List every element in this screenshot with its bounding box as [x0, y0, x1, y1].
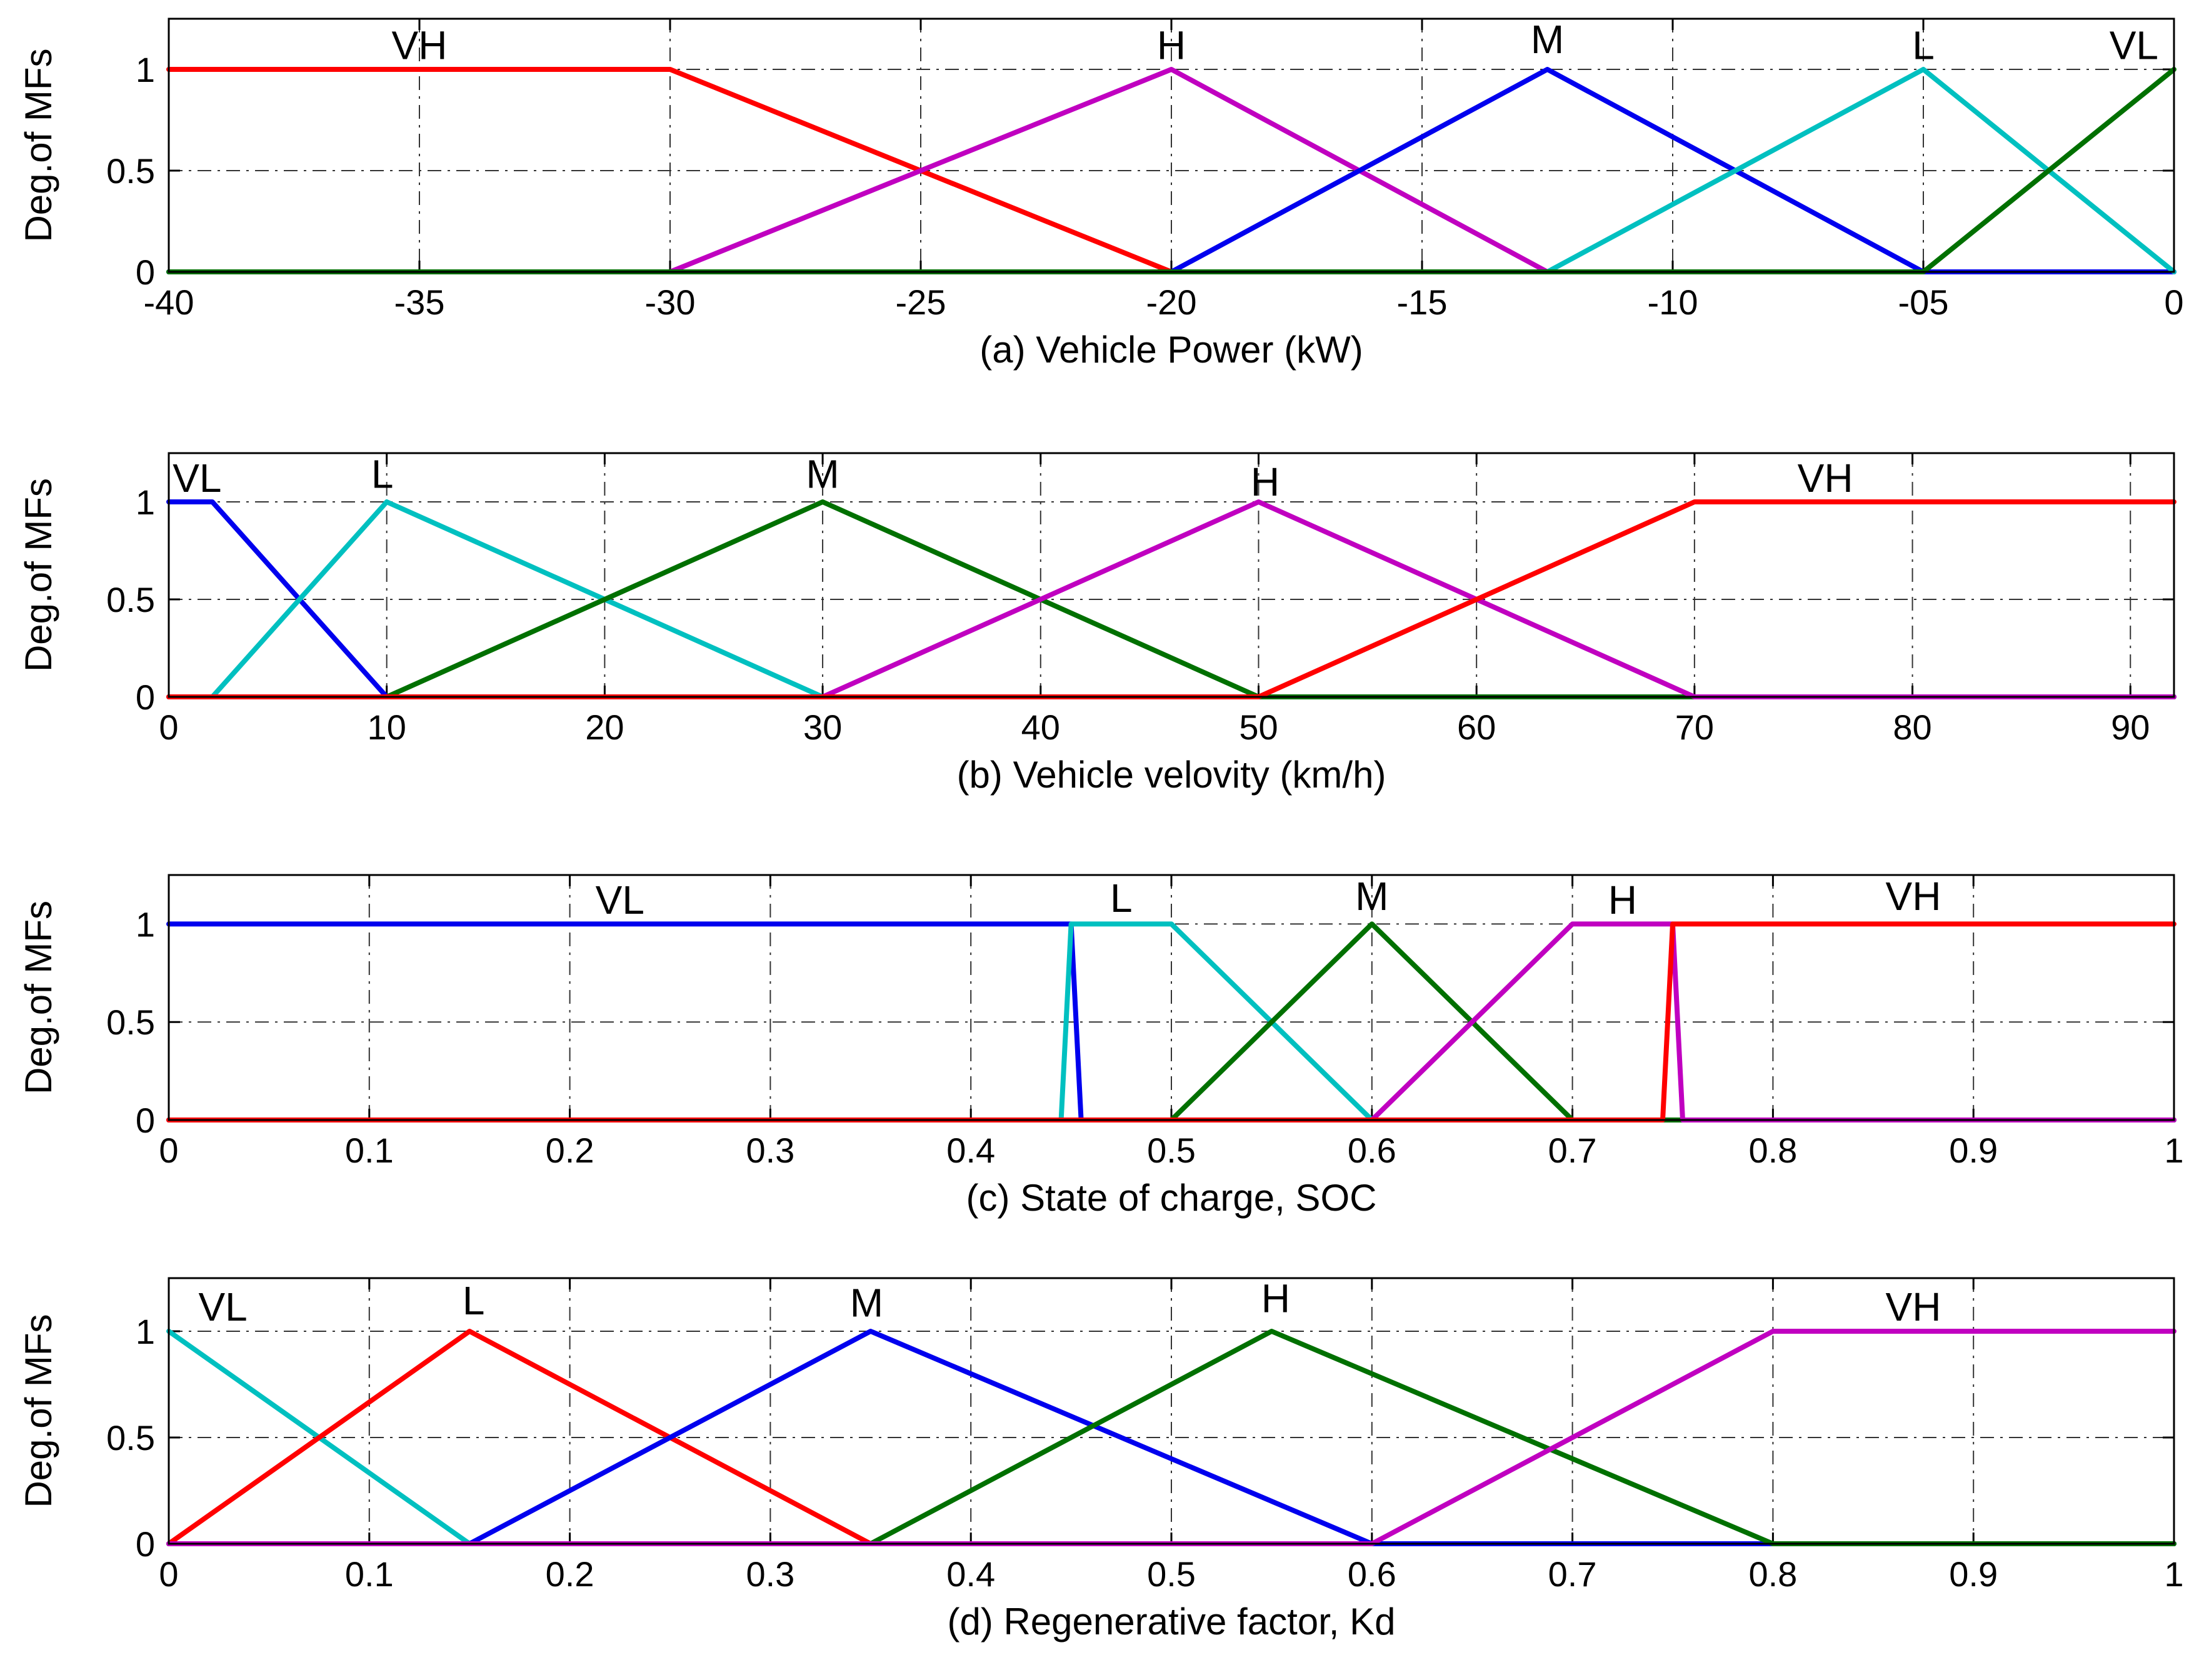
y-tick-label: 1 — [136, 50, 155, 89]
x-tick-label: 0.7 — [1548, 1554, 1597, 1594]
x-tick-label: 0.5 — [1147, 1554, 1196, 1594]
y-axis-title: Deg.of MFs — [18, 48, 59, 242]
y-tick-label: 0.5 — [106, 151, 155, 191]
x-axis-title: (d) Regenerative factor, Kd — [947, 1601, 1395, 1642]
x-tick-label: 1 — [2164, 1554, 2183, 1594]
x-tick-label: 0.4 — [946, 1554, 995, 1594]
x-tick-label: 0.3 — [746, 1554, 794, 1594]
x-tick-label: 0.6 — [1348, 1554, 1396, 1594]
x-tick-label: -15 — [1397, 282, 1448, 322]
y-tick-label: 0 — [136, 1101, 155, 1140]
y-tick-label: 1 — [136, 482, 155, 522]
y-tick-label: 0.5 — [106, 1418, 155, 1458]
x-tick-label: -05 — [1898, 282, 1949, 322]
x-tick-label: 0 — [159, 1554, 178, 1594]
y-axis-title: Deg.of MFs — [18, 901, 59, 1094]
x-tick-label: 0 — [159, 708, 178, 747]
mf-label-vh: VH — [1886, 1284, 1941, 1329]
y-tick-label: 1 — [136, 1312, 155, 1351]
mf-label-l: L — [1912, 23, 1935, 68]
mf-label-l: L — [371, 452, 394, 497]
mf-label-h: H — [1157, 23, 1186, 68]
x-tick-label: 40 — [1021, 708, 1060, 747]
mf-label-m: M — [1355, 874, 1388, 919]
x-tick-label: 60 — [1457, 708, 1496, 747]
x-tick-label: 10 — [368, 708, 406, 747]
subplot-2: VL L M H VH 0 10 20 30 40 50 60 70 80 90 0 0.5 1 (b) Vehic… — [18, 452, 2176, 796]
y-tick-label: 0 — [136, 252, 155, 292]
x-tick-label: -35 — [394, 282, 445, 322]
x-tick-label: 0 — [2164, 282, 2183, 322]
mf-label-vh: VH — [392, 23, 448, 68]
x-tick-label: -25 — [896, 282, 946, 322]
x-tick-label: 0.4 — [946, 1131, 995, 1170]
axes-frame — [168, 452, 2175, 698]
mf-label-m: M — [850, 1280, 883, 1325]
y-axis-title: Deg.of MFs — [18, 1314, 59, 1508]
x-tick-label: 70 — [1675, 708, 1714, 747]
y-tick-label: 0 — [136, 1524, 155, 1564]
x-tick-label: 1 — [2164, 1131, 2183, 1170]
x-tick-label: 0.2 — [546, 1554, 594, 1594]
x-tick-label: 50 — [1239, 708, 1278, 747]
subplot-1: VH H M L VL -40 -35 -30 -25 -20 -15 -10 -05 0 0 0.5 1 (a)… — [18, 17, 2184, 371]
x-axis-title: (a) Vehicle Power (kW) — [979, 329, 1363, 371]
subplot-3: VL L M H VH 0 0.1 0.2 0.3 0.4 0.5 0.6 0.7 0.8 0.9 1 0 0.5… — [18, 874, 2184, 1219]
mf-label-vh: VH — [1798, 456, 1853, 501]
x-tick-label: 0.1 — [345, 1131, 394, 1170]
x-tick-label: -40 — [144, 282, 194, 322]
x-axis-title: (b) Vehicle velovity (km/h) — [957, 754, 1386, 796]
x-tick-label: 0.9 — [1949, 1131, 1998, 1170]
x-tick-label: 0.1 — [345, 1554, 394, 1594]
x-tick-label: -10 — [1648, 282, 1698, 322]
x-tick-label: 30 — [803, 708, 842, 747]
mf-label-l: L — [463, 1278, 485, 1323]
mf-label-m: M — [806, 452, 839, 497]
mf-label-h: H — [1251, 459, 1280, 504]
x-tick-label: 90 — [2111, 708, 2150, 747]
axes-frame — [168, 18, 2175, 273]
y-tick-label: 0 — [136, 678, 155, 717]
x-tick-label: 0.3 — [746, 1131, 794, 1170]
mf-label-vl: VL — [173, 456, 221, 501]
subplot-4: VL L M H VH 0 0.1 0.2 0.3 0.4 0.5 0.6 0.7 0.8 0.9 1 0 0.5… — [18, 1276, 2184, 1642]
y-tick-label: 1 — [136, 904, 155, 944]
x-tick-label: 0.9 — [1949, 1554, 1998, 1594]
mf-label-vh: VH — [1886, 874, 1941, 919]
mf-label-h: H — [1608, 878, 1637, 922]
x-axis-title: (c) State of charge, SOC — [966, 1177, 1377, 1219]
x-tick-label: 0.8 — [1748, 1554, 1797, 1594]
mf-label-h: H — [1261, 1276, 1290, 1321]
x-tick-label: 80 — [1893, 708, 1931, 747]
mf-label-vl: VL — [198, 1284, 247, 1329]
y-tick-label: 0.5 — [106, 580, 155, 619]
x-tick-label: 0.2 — [546, 1131, 594, 1170]
mf-label-vl: VL — [596, 878, 644, 922]
axes-frame — [168, 874, 2175, 1121]
x-tick-label: 0.8 — [1748, 1131, 1797, 1170]
x-tick-label: -30 — [645, 282, 696, 322]
x-tick-label: 0.5 — [1147, 1131, 1196, 1170]
x-tick-label: 0.6 — [1348, 1131, 1396, 1170]
x-tick-label: 0 — [159, 1131, 178, 1170]
mf-label-l: L — [1110, 876, 1133, 921]
y-tick-label: 0.5 — [106, 1002, 155, 1042]
y-axis-title: Deg.of MFs — [18, 478, 59, 672]
x-tick-label: 0.7 — [1548, 1131, 1597, 1170]
mf-label-m: M — [1531, 17, 1564, 62]
x-tick-label: 20 — [585, 708, 624, 747]
x-tick-label: -20 — [1146, 282, 1197, 322]
mf-label-vl: VL — [2110, 23, 2158, 68]
axes-frame — [168, 1277, 2175, 1545]
